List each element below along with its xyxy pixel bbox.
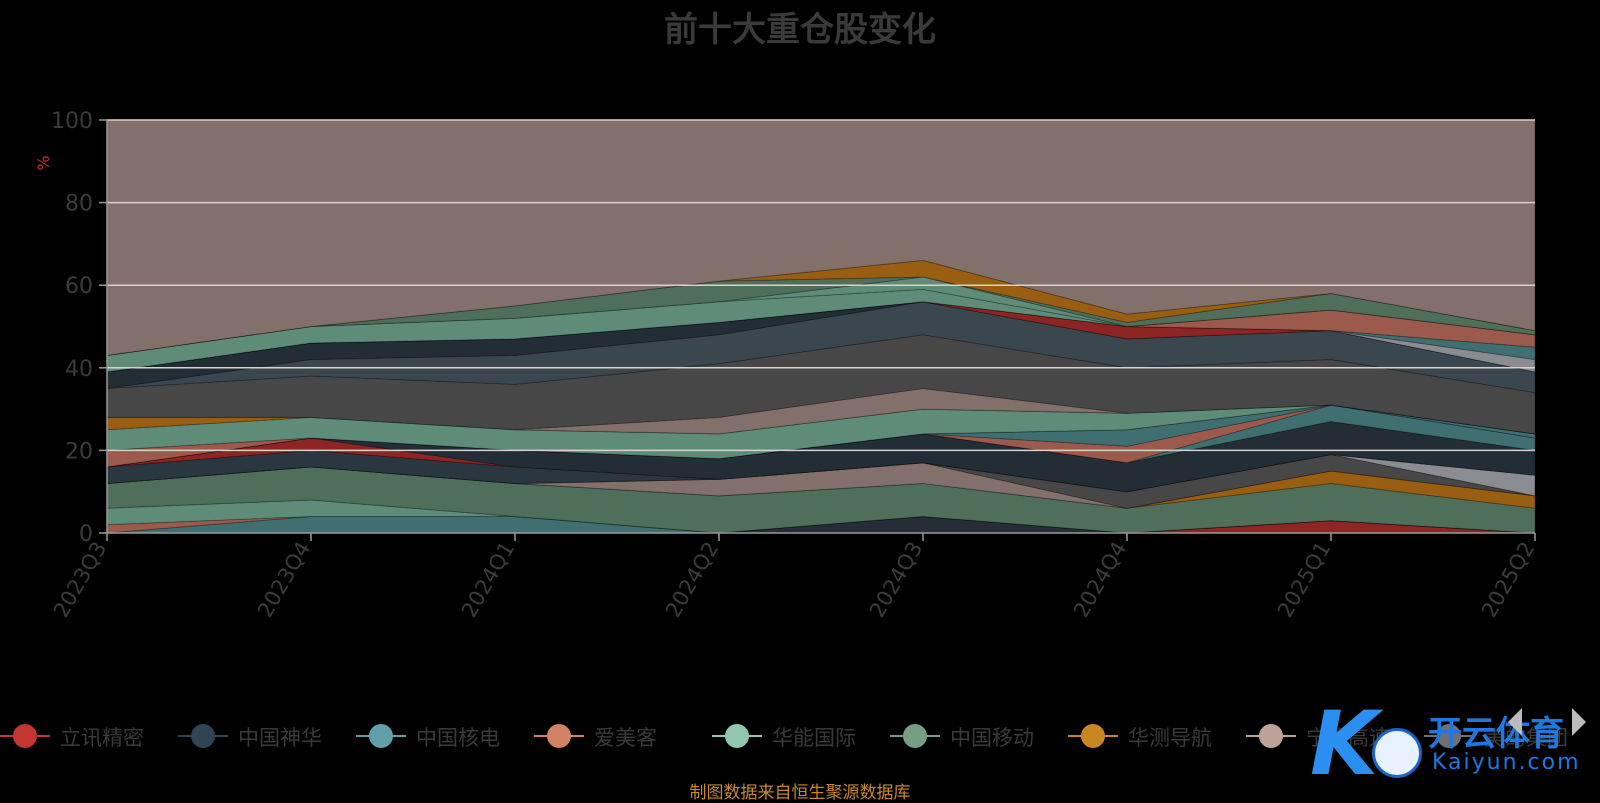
legend-marker-icon (356, 724, 406, 748)
legend-marker-icon (1068, 724, 1118, 748)
x-tick-label: 2024Q1 (457, 538, 519, 622)
legend-label: 华能国际 (772, 726, 856, 750)
legend-label: 立讯精密 (60, 726, 144, 750)
y-tick-label: 0 (79, 522, 93, 547)
y-tick-label: 100 (51, 109, 93, 134)
y-tick-label: 60 (65, 274, 93, 299)
y-tick-label: 80 (65, 192, 93, 217)
legend-marker-icon (712, 724, 762, 748)
x-tick-label: 2024Q2 (661, 538, 723, 622)
legend-marker-icon (178, 724, 228, 748)
x-tick-label: 2023Q3 (49, 538, 111, 622)
x-tick-label: 2025Q1 (1273, 538, 1335, 622)
data-source-footer: 制图数据来自恒生聚源数据库 (689, 783, 911, 803)
y-tick-label: 40 (65, 357, 93, 382)
chart-title: 前十大重仓股变化 (664, 10, 936, 50)
x-tick-label: 2024Q3 (865, 538, 927, 622)
y-tick-label: 20 (65, 439, 93, 464)
x-tick-label: 2023Q4 (253, 538, 315, 622)
legend-label: 华测导航 (1128, 726, 1212, 750)
legend-marker-icon (0, 724, 50, 748)
y-axis-label: % (34, 155, 53, 170)
legend-next-page-icon[interactable] (1572, 708, 1586, 736)
watermark-logo: K 开云体育 Kaiyun.com (1310, 692, 1581, 795)
legend-label: 中国移动 (950, 726, 1034, 750)
soccer-ball-icon (1372, 728, 1422, 778)
legend-label: 中国核电 (416, 726, 500, 750)
x-tick-label: 2024Q4 (1069, 538, 1131, 622)
chart-legend: 立讯精密 中国神华 中国核电 爱美客 华能国际 中国移动 华测导航 宁沪高速 美的集团 (0, 716, 1600, 756)
legend-prev-page-icon[interactable] (1508, 708, 1522, 736)
legend-label: 美的集团 (1484, 726, 1568, 750)
legend-marker-icon (534, 724, 584, 748)
legend-marker-icon (890, 724, 940, 748)
legend-marker-icon (1424, 724, 1474, 748)
area-band (106, 466, 1536, 509)
x-tick-label: 2025Q2 (1477, 538, 1539, 622)
legend-label: 中国神华 (238, 726, 322, 750)
legend-marker-icon (1246, 724, 1296, 748)
legend-label: 爱美客 (594, 726, 657, 750)
